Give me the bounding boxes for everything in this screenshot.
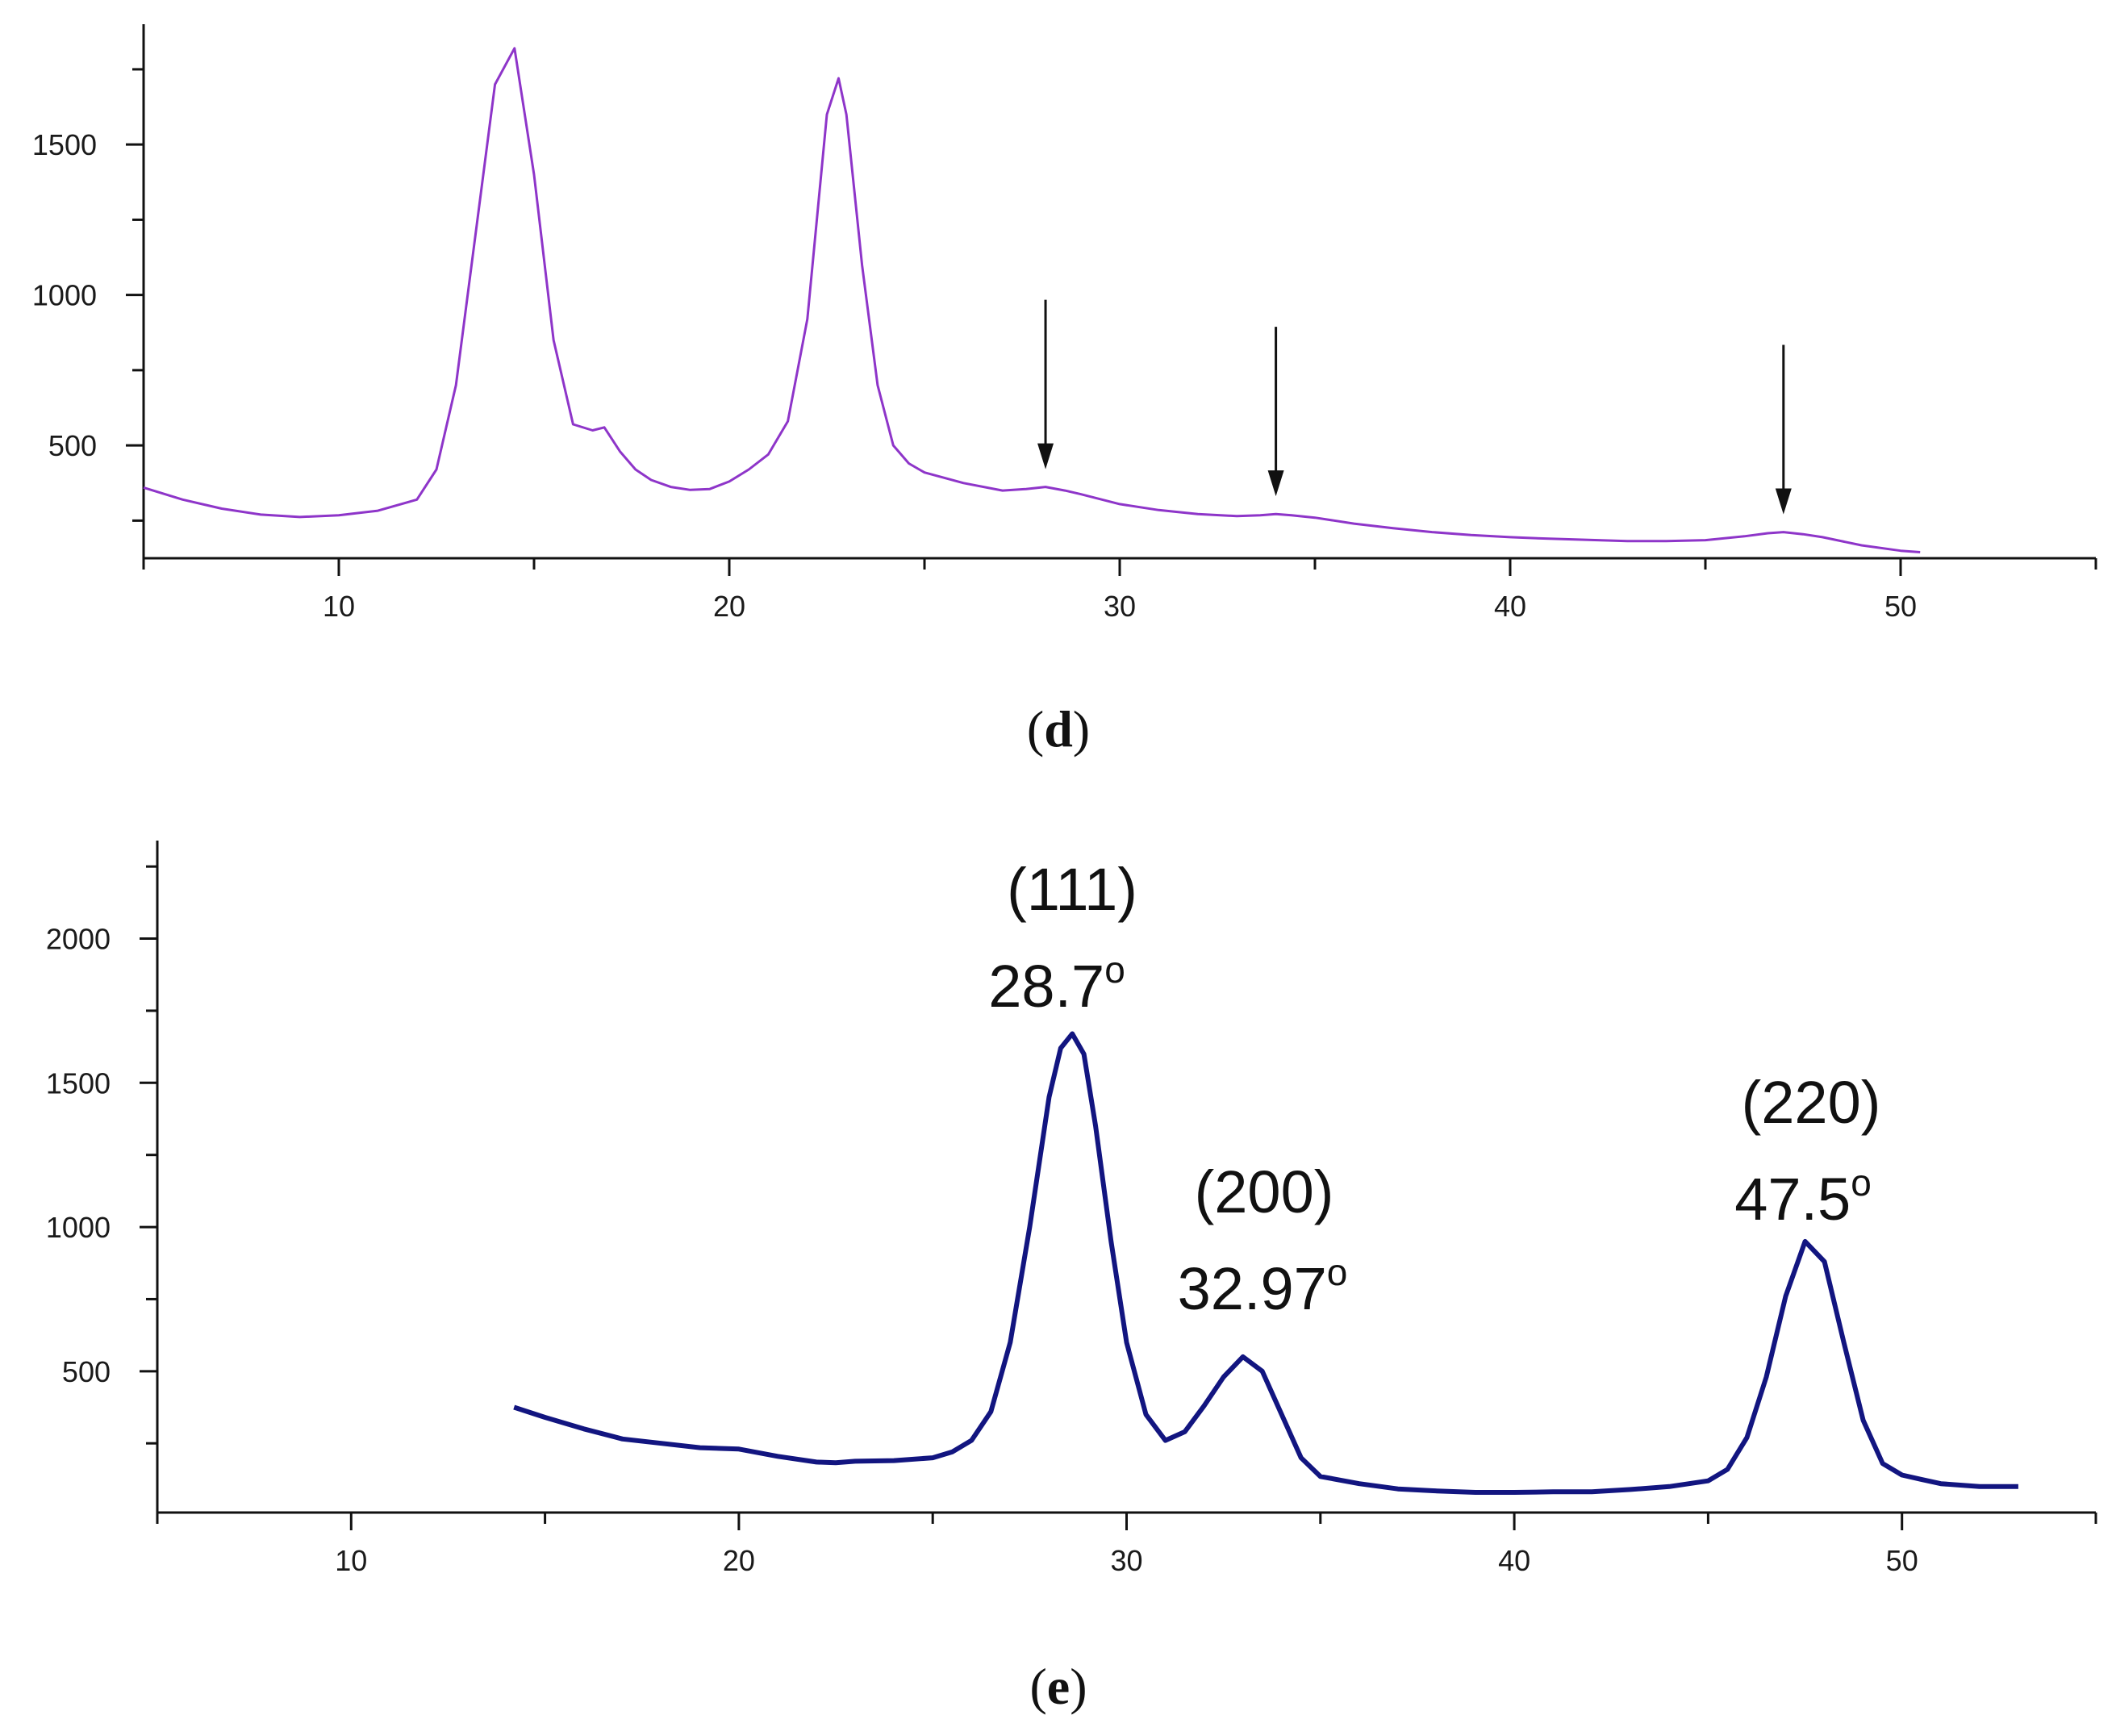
x-tick-label-e: 20 (723, 1544, 755, 1577)
caption-e-open: ( (1029, 1658, 1046, 1715)
series-line-e (513, 1031, 2018, 1495)
peak-arrow-head-3 (1775, 488, 1792, 515)
caption-e: (e) (1029, 1658, 1087, 1715)
x-tick-label-e: 50 (1886, 1544, 1918, 1577)
caption-d-close: ) (1073, 700, 1090, 757)
peak-labels-e: (111) 28.7o (200) 32.97o (220) 47.5o (988, 856, 1880, 1322)
y-tick-label-d: 500 (48, 429, 97, 462)
y-tick-label-e: 500 (62, 1355, 111, 1388)
peak-label-111-value: 28.7 (988, 953, 1104, 1020)
peak-label-200-index: (200) (1195, 1158, 1334, 1225)
peak-label-220-angle: 47.5o (1734, 1162, 1872, 1233)
y-tick-label-d: 1500 (32, 128, 97, 161)
x-tick-label-d: 10 (323, 590, 355, 623)
peak-label-220-index: (220) (1742, 1069, 1881, 1136)
peak-label-220-degree: o (1851, 1162, 1872, 1204)
x-tick-label-d: 40 (1494, 590, 1526, 623)
peak-label-200-value: 32.97 (1178, 1255, 1327, 1322)
x-tick-label-d: 50 (1884, 590, 1917, 623)
peak-label-220-value: 47.5 (1734, 1166, 1851, 1233)
caption-d: (d) (1027, 700, 1090, 757)
caption-e-close: ) (1070, 1658, 1087, 1715)
caption-d-open: ( (1027, 700, 1044, 757)
peak-arrow-head-2 (1267, 470, 1284, 497)
peak-label-200-degree: o (1327, 1251, 1348, 1293)
y-tick-label-d: 1000 (32, 279, 97, 312)
x-tick-label-e: 30 (1110, 1544, 1142, 1577)
x-tick-label-e: 40 (1498, 1544, 1530, 1577)
x-tick-label-d: 30 (1104, 590, 1136, 623)
panel-d: 10 20 30 40 50 500 1000 1500 (d) (32, 24, 2097, 757)
peak-label-111-angle: 28.7o (988, 949, 1125, 1020)
plot-area-e: 10 20 30 40 50 500 1000 1500 2000 (46, 841, 2097, 1577)
caption-e-letter: e (1047, 1658, 1070, 1715)
y-tick-label-e: 1500 (46, 1066, 111, 1100)
caption-d-letter: d (1044, 700, 1073, 757)
plot-area-d: 10 20 30 40 50 500 1000 1500 (32, 24, 2097, 623)
x-tick-label-d: 20 (713, 590, 745, 623)
x-tick-label-e: 10 (335, 1544, 367, 1577)
series-line-d (143, 47, 1921, 553)
y-tick-label-e: 1000 (46, 1211, 111, 1244)
peak-label-111-index: (111) (1007, 856, 1137, 923)
y-tick-label-e: 2000 (46, 923, 111, 956)
peak-label-111-degree: o (1104, 949, 1125, 991)
peak-label-200-angle: 32.97o (1178, 1251, 1348, 1322)
peak-arrow-head-1 (1037, 443, 1054, 469)
